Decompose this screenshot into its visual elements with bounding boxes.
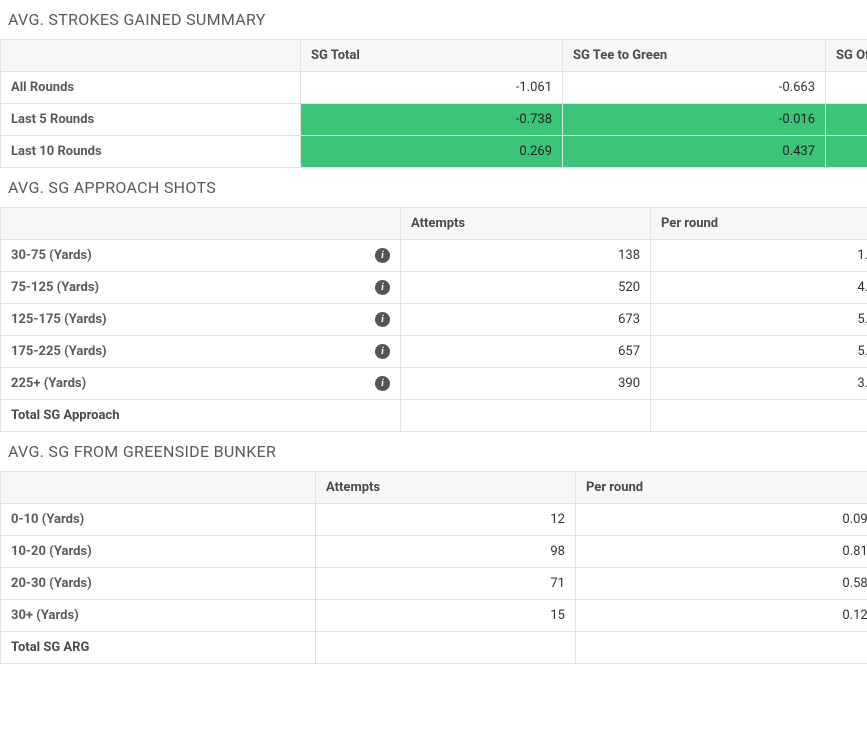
cell-per-round: 0.099 (576, 504, 867, 536)
row-label-cell: 30-75 (Yards) i (1, 240, 401, 272)
col-blank (1, 40, 301, 72)
total-label: Total SG ARG (1, 632, 316, 664)
table-header-row: Attempts Per round (1, 208, 867, 240)
info-icon[interactable]: i (375, 248, 390, 263)
cell-per-round: 5.430 (651, 336, 867, 368)
info-icon[interactable]: i (375, 312, 390, 327)
row-label: 125-175 (Yards) (11, 312, 107, 327)
table-row: 30-75 (Yards) i 138 1.140 (1, 240, 867, 272)
info-icon[interactable]: i (375, 280, 390, 295)
cell-sg-ttg: -0.016 (563, 104, 826, 136)
cell-per-round: 3.223 (651, 368, 867, 400)
row-label: 75-125 (Yards) (11, 280, 99, 295)
cell-per-round: 4.298 (651, 272, 867, 304)
row-label: 0-10 (Yards) (1, 504, 316, 536)
cell-per-round: 1.140 (651, 240, 867, 272)
cell-sg-off (826, 72, 867, 104)
col-attempts: Attempts (401, 208, 651, 240)
col-per-round: Per round (651, 208, 867, 240)
cell-per-round: 0.810 (576, 536, 867, 568)
table-sg-approach: Attempts Per round 30-75 (Yards) i 138 1… (0, 207, 867, 432)
cell-sg-off (826, 136, 867, 168)
table-row: Last 5 Rounds -0.738 -0.016 (1, 104, 867, 136)
section-title-sg-summary: AVG. STROKES GAINED SUMMARY (0, 0, 867, 39)
table-row: 125-175 (Yards) i 673 5.562 (1, 304, 867, 336)
info-icon[interactable]: i (375, 376, 390, 391)
table-row: 0-10 (Yards) 12 0.099 (1, 504, 867, 536)
total-row: Total SG ARG (1, 632, 867, 664)
section-title-sg-bunker: AVG. SG FROM GREENSIDE BUNKER (0, 432, 867, 471)
cell-attempts: 673 (401, 304, 651, 336)
total-row: Total SG Approach (1, 400, 867, 432)
cell-attempts: 15 (316, 600, 576, 632)
total-attempts (401, 400, 651, 432)
col-blank (1, 472, 316, 504)
cell-attempts: 390 (401, 368, 651, 400)
total-attempts (316, 632, 576, 664)
table-sg-summary: SG Total SG Tee to Green SG Of All Round… (0, 39, 867, 168)
cell-attempts: 12 (316, 504, 576, 536)
row-label-cell: 175-225 (Yards) i (1, 336, 401, 368)
row-label: 10-20 (Yards) (1, 536, 316, 568)
row-label: 30-75 (Yards) (11, 248, 92, 263)
row-label: 20-30 (Yards) (1, 568, 316, 600)
section-title-sg-approach: AVG. SG APPROACH SHOTS (0, 168, 867, 207)
col-sg-tee-to-green: SG Tee to Green (563, 40, 826, 72)
cell-sg-total: -0.738 (301, 104, 563, 136)
cell-attempts: 71 (316, 568, 576, 600)
col-blank (1, 208, 401, 240)
col-attempts: Attempts (316, 472, 576, 504)
cell-attempts: 520 (401, 272, 651, 304)
table-row: Last 10 Rounds 0.269 0.437 (1, 136, 867, 168)
row-label: Last 5 Rounds (1, 104, 301, 136)
cell-per-round: 0.124 (576, 600, 867, 632)
row-label-cell: 75-125 (Yards) i (1, 272, 401, 304)
col-per-round: Per round (576, 472, 867, 504)
table-header-row: Attempts Per round (1, 472, 867, 504)
row-label: 175-225 (Yards) (11, 344, 107, 359)
cell-sg-total: -1.061 (301, 72, 563, 104)
col-sg-off: SG Of (826, 40, 867, 72)
total-per-round (651, 400, 867, 432)
cell-per-round: 5.562 (651, 304, 867, 336)
row-label: Last 10 Rounds (1, 136, 301, 168)
table-row: 20-30 (Yards) 71 0.587 (1, 568, 867, 600)
row-label-cell: 125-175 (Yards) i (1, 304, 401, 336)
col-sg-total: SG Total (301, 40, 563, 72)
table-row: 225+ (Yards) i 390 3.223 (1, 368, 867, 400)
cell-sg-ttg: 0.437 (563, 136, 826, 168)
cell-attempts: 657 (401, 336, 651, 368)
table-row: 75-125 (Yards) i 520 4.298 (1, 272, 867, 304)
cell-sg-total: 0.269 (301, 136, 563, 168)
table-header-row: SG Total SG Tee to Green SG Of (1, 40, 867, 72)
row-label: 225+ (Yards) (11, 376, 86, 391)
table-row: 30+ (Yards) 15 0.124 (1, 600, 867, 632)
row-label: 30+ (Yards) (1, 600, 316, 632)
table-row: All Rounds -1.061 -0.663 (1, 72, 867, 104)
cell-per-round: 0.587 (576, 568, 867, 600)
cell-attempts: 138 (401, 240, 651, 272)
table-row: 175-225 (Yards) i 657 5.430 (1, 336, 867, 368)
cell-sg-off (826, 104, 867, 136)
row-label: All Rounds (1, 72, 301, 104)
total-per-round (576, 632, 867, 664)
info-icon[interactable]: i (375, 344, 390, 359)
table-row: 10-20 (Yards) 98 0.810 (1, 536, 867, 568)
row-label-cell: 225+ (Yards) i (1, 368, 401, 400)
cell-sg-ttg: -0.663 (563, 72, 826, 104)
table-sg-bunker: Attempts Per round 0-10 (Yards) 12 0.099… (0, 471, 867, 664)
total-label: Total SG Approach (1, 400, 401, 432)
cell-attempts: 98 (316, 536, 576, 568)
